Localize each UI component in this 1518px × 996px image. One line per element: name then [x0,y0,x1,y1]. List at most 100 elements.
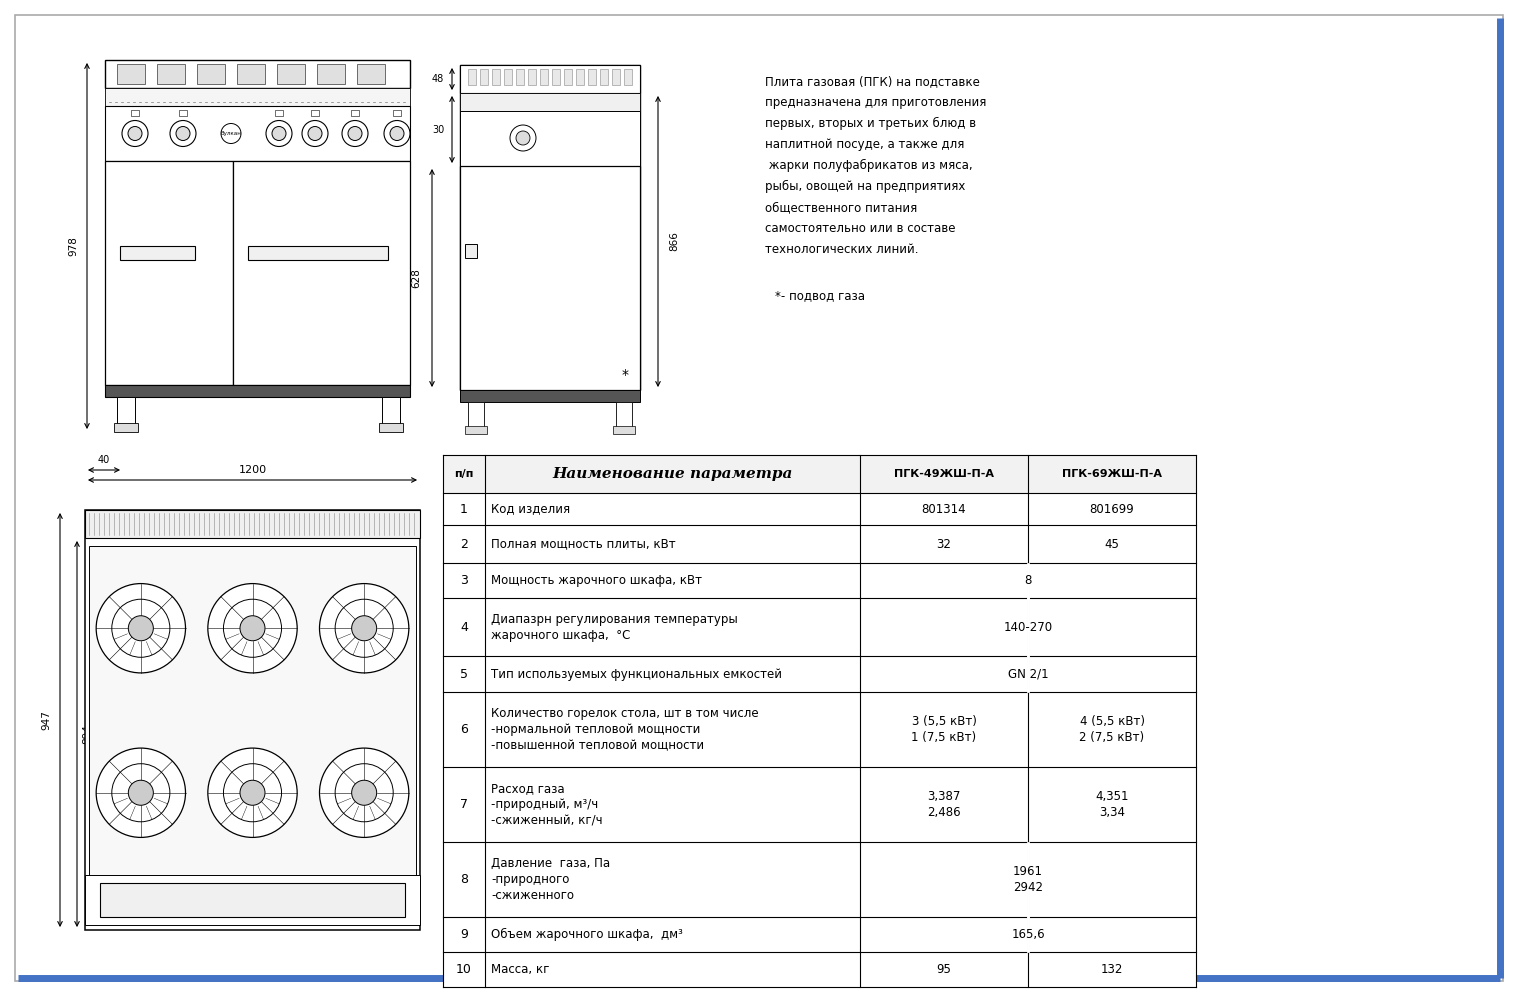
Bar [85,510,420,930]
Circle shape [348,126,361,140]
Bar [468,69,477,85]
Text: 40: 40 [97,455,111,465]
Bar [460,166,641,390]
Circle shape [208,748,298,838]
Bar [460,65,641,93]
Bar [351,110,358,116]
Text: 4 (5,5 кВт): 4 (5,5 кВт) [1079,715,1145,728]
Text: 4,351: 4,351 [1096,790,1129,803]
Text: ПГК-49ЖШ-П-А: ПГК-49ЖШ-П-А [894,469,994,479]
Text: 866: 866 [669,231,679,251]
Bar [131,110,140,116]
Bar [105,60,410,88]
Text: наплитной посуде, а также для: наплитной посуде, а также для [765,138,964,151]
Circle shape [112,764,170,822]
Text: Количество горелок стола, шт в том числе: Количество горелок стола, шт в том числе [490,707,759,720]
Text: общественного питания: общественного питания [765,201,917,214]
Bar [587,69,597,85]
Text: 6: 6 [460,723,468,736]
Text: 5: 5 [460,667,468,680]
Bar [105,88,410,106]
Bar [443,767,1196,842]
Text: жарочного шкафа,  °С: жарочного шкафа, °С [490,628,630,641]
Text: -повышенной тепловой мощности: -повышенной тепловой мощности [490,739,704,752]
Bar [443,917,1196,952]
Text: 3,387: 3,387 [927,790,961,803]
Bar [120,246,194,260]
Bar [100,883,405,917]
Bar [616,402,631,430]
Bar [85,875,420,925]
Bar [460,93,641,111]
Bar [317,64,345,84]
Text: Масса, кг: Масса, кг [490,963,550,976]
Text: Расход газа: Расход газа [490,782,565,795]
Text: 165,6: 165,6 [1011,928,1044,941]
Bar [117,64,146,84]
Bar [612,69,619,85]
Bar [275,110,282,116]
Text: Плита газовая (ПГК) на подставке: Плита газовая (ПГК) на подставке [765,75,981,88]
Text: 2942: 2942 [1013,881,1043,894]
Text: Вулкан: Вулкан [220,131,241,136]
Bar [357,64,386,84]
Bar [460,111,641,166]
Text: 2 (7,5 кВт): 2 (7,5 кВт) [1079,731,1145,744]
Circle shape [335,764,393,822]
Text: 1: 1 [460,503,468,516]
Text: 3,34: 3,34 [1099,806,1125,819]
Bar [460,390,641,402]
Circle shape [516,131,530,145]
Text: Объем жарочного шкафа,  дм³: Объем жарочного шкафа, дм³ [490,928,683,941]
Text: -сжиженный, кг/ч: -сжиженный, кг/ч [490,814,603,827]
Circle shape [208,584,298,673]
Bar [383,397,401,427]
Bar [443,455,1196,493]
Bar [443,493,1196,525]
Text: 801314: 801314 [921,503,967,516]
Bar [393,110,401,116]
Text: -природный, м³/ч: -природный, м³/ч [490,798,598,811]
Bar [575,69,584,85]
Text: 801699: 801699 [1090,503,1134,516]
Text: жарки полуфабрикатов из мяса,: жарки полуфабрикатов из мяса, [765,159,973,172]
Circle shape [96,748,185,838]
Circle shape [319,584,408,673]
Circle shape [342,121,367,146]
Text: -природного: -природного [490,873,569,886]
Circle shape [176,126,190,140]
Text: 48: 48 [433,74,445,84]
Text: 2,486: 2,486 [927,806,961,819]
Bar [276,64,305,84]
Bar [105,106,410,161]
Circle shape [384,121,410,146]
Text: Тип используемых функциональных емкостей: Тип используемых функциональных емкостей [490,667,782,680]
Bar [179,110,187,116]
Text: 3: 3 [460,574,468,587]
Bar [90,546,416,875]
Bar [443,692,1196,767]
Bar [311,110,319,116]
Circle shape [121,121,147,146]
Circle shape [129,780,153,805]
Text: Мощность жарочного шкафа, кВт: Мощность жарочного шкафа, кВт [490,574,701,587]
Bar [528,69,536,85]
Text: 30: 30 [433,124,445,134]
Circle shape [266,121,291,146]
Text: самостоятельно или в составе: самостоятельно или в составе [765,222,955,235]
Bar [85,510,420,538]
Circle shape [390,126,404,140]
Circle shape [510,125,536,151]
Bar [443,525,1196,563]
Bar [613,426,635,434]
Text: 1 (7,5 кВт): 1 (7,5 кВт) [911,731,976,744]
Bar [114,423,138,432]
Circle shape [129,616,153,640]
Bar [553,69,560,85]
Text: 45: 45 [1105,538,1119,551]
Bar [117,397,135,427]
Bar [468,402,484,430]
Text: предназначена для приготовления: предназначена для приготовления [765,96,987,109]
Circle shape [240,616,266,640]
Text: 1200: 1200 [238,465,267,475]
